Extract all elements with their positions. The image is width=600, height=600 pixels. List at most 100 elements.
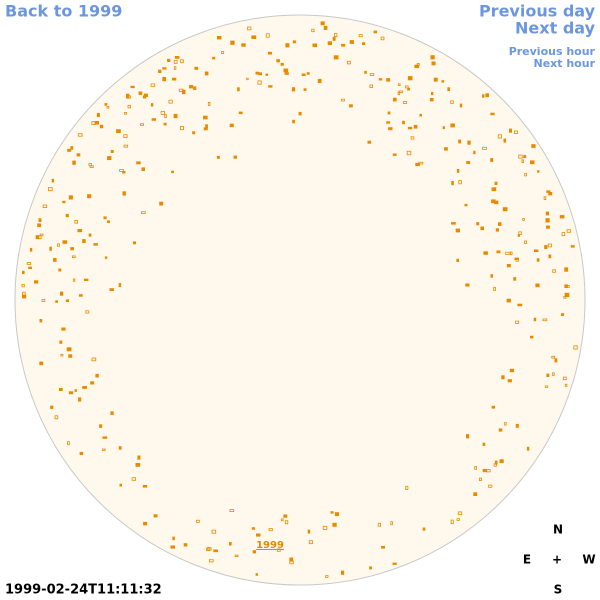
feature: [206, 547, 211, 552]
feature: [193, 86, 197, 91]
feature: [456, 168, 460, 173]
next-hour-link[interactable]: Next hour: [534, 57, 596, 70]
feature: [21, 283, 25, 288]
feature: [103, 216, 107, 220]
feature: [430, 91, 434, 96]
feature: [473, 492, 478, 497]
feature: [459, 103, 463, 108]
year-link[interactable]: 1999: [256, 540, 284, 551]
feature: [320, 21, 325, 26]
feature: [173, 66, 177, 70]
feature: [429, 98, 434, 102]
feature: [341, 43, 346, 47]
feature: [257, 80, 262, 85]
feature: [509, 368, 515, 373]
feature: [517, 234, 520, 237]
feature: [142, 95, 147, 99]
feature: [495, 228, 500, 232]
feature: [70, 247, 74, 251]
feature: [267, 51, 272, 55]
feature: [173, 60, 178, 64]
feature: [573, 345, 578, 350]
feature: [82, 239, 86, 243]
feature: [405, 485, 409, 490]
feature: [284, 72, 289, 75]
feature: [280, 518, 284, 522]
feature: [265, 33, 270, 38]
feature: [37, 223, 41, 228]
previous-hour-link[interactable]: Previous hour: [509, 45, 596, 58]
feature: [431, 61, 436, 66]
feature: [407, 126, 413, 130]
feature: [341, 98, 345, 102]
feature: [107, 220, 110, 224]
back-link[interactable]: Back to 1999: [5, 2, 122, 21]
feature: [561, 313, 565, 317]
feature: [268, 528, 273, 532]
feature: [65, 213, 69, 218]
feature: [419, 113, 422, 117]
feature: [544, 385, 549, 388]
feature: [53, 257, 57, 262]
feature: [450, 123, 455, 128]
feature: [122, 171, 126, 174]
feature: [72, 255, 76, 258]
feature: [265, 73, 269, 76]
feature: [518, 231, 522, 236]
feature: [369, 84, 373, 88]
feature: [378, 78, 383, 81]
feature: [494, 181, 498, 186]
feature: [124, 112, 127, 115]
feature: [542, 318, 548, 322]
feature: [467, 140, 471, 145]
feature: [50, 405, 54, 409]
feature: [545, 211, 550, 216]
feature: [283, 514, 288, 518]
feature: [29, 247, 33, 252]
feature: [566, 229, 571, 233]
feature: [110, 149, 114, 153]
feature: [221, 51, 225, 54]
feature: [544, 245, 548, 249]
feature: [196, 519, 200, 523]
feature: [55, 300, 58, 303]
feature: [298, 111, 302, 116]
feature: [59, 387, 63, 391]
feature: [497, 222, 502, 226]
feature: [162, 67, 167, 70]
feature: [39, 318, 43, 323]
feature: [119, 169, 124, 172]
feature: [485, 93, 489, 98]
feature: [228, 542, 232, 546]
feature: [42, 204, 48, 208]
feature: [49, 246, 52, 251]
feature: [135, 462, 141, 467]
feature: [457, 511, 463, 516]
next-day-link[interactable]: Next day: [515, 19, 596, 38]
feature: [139, 123, 144, 126]
feature: [562, 376, 567, 381]
feature: [361, 42, 366, 46]
feature: [494, 200, 499, 205]
feature: [570, 245, 575, 248]
feature: [38, 218, 42, 222]
feature: [99, 424, 103, 428]
feature: [416, 63, 420, 66]
feature: [373, 30, 378, 34]
feature: [216, 155, 220, 159]
feature: [483, 251, 488, 255]
feature: [476, 222, 480, 226]
feature: [515, 320, 520, 324]
feature: [480, 226, 484, 231]
feature: [402, 120, 405, 125]
feature: [143, 521, 148, 526]
feature: [54, 415, 59, 420]
feature: [501, 375, 505, 380]
feature: [564, 383, 568, 387]
feature: [433, 77, 438, 82]
feature: [327, 41, 333, 46]
feature: [212, 56, 216, 60]
previous-day-link[interactable]: Previous day: [479, 2, 596, 21]
feature: [491, 405, 496, 409]
feature: [107, 156, 112, 161]
